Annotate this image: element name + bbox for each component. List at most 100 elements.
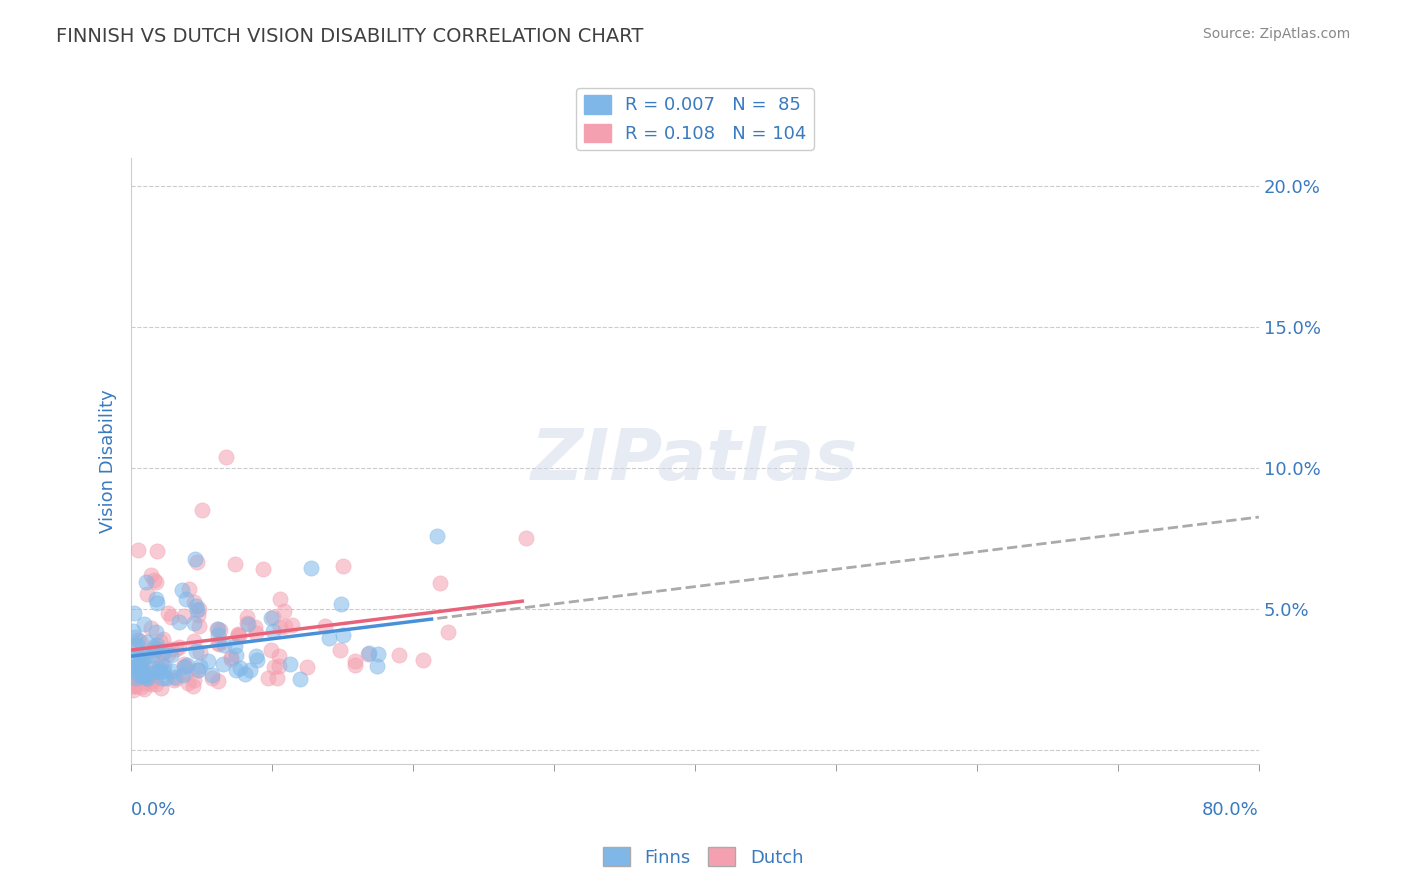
Legend: R = 0.007   N =  85, R = 0.108   N = 104: R = 0.007 N = 85, R = 0.108 N = 104 [576,88,814,150]
Point [515,532,537,546]
Point [269,620,291,634]
Point [260,611,283,625]
Point [256,671,278,685]
Text: FINNISH VS DUTCH VISION DISABILITY CORRELATION CHART: FINNISH VS DUTCH VISION DISABILITY CORRE… [56,27,644,45]
Point [165,642,187,657]
Point [245,619,267,633]
Point [221,652,243,666]
Point [127,663,149,677]
Point [124,675,146,690]
Point [125,639,148,653]
Point [152,647,174,661]
Point [262,609,284,624]
Point [239,663,262,677]
Point [184,644,207,658]
Point [124,639,146,653]
Point [314,618,336,632]
Point [207,623,229,637]
Point [148,661,170,675]
Point [173,657,195,671]
Point [187,663,209,677]
Point [429,575,451,590]
Point [145,677,167,691]
Point [136,666,159,681]
Point [357,646,380,660]
Point [332,628,354,642]
Point [299,561,322,575]
Point [214,450,236,464]
Point [188,602,211,616]
Point [290,672,312,686]
Point [252,561,274,575]
Point [135,670,157,684]
Point [266,671,288,685]
Point [125,665,148,680]
Point [139,567,162,582]
Point [152,664,174,678]
Point [228,661,250,675]
Point [124,630,146,644]
Point [160,664,183,678]
Point [143,644,166,658]
Point [281,617,304,632]
Point [184,599,207,613]
Point [201,668,224,682]
Point [388,648,411,662]
Point [245,648,267,663]
Point [128,659,150,673]
Point [426,529,449,543]
Point [176,658,198,673]
Point [149,681,172,695]
Text: Source: ZipAtlas.com: Source: ZipAtlas.com [1202,27,1350,41]
Point [201,672,224,686]
Point [228,629,250,643]
Point [146,642,169,657]
Point [145,574,167,589]
Point [124,660,146,674]
Point [136,672,159,686]
Point [135,649,157,664]
Point [172,668,194,682]
Point [236,616,259,631]
Point [132,650,155,665]
Point [169,615,191,629]
Point [132,668,155,682]
Point [146,544,169,558]
Point [134,617,156,632]
Point [127,632,149,647]
Point [184,551,207,566]
Point [128,655,150,669]
Point [134,668,156,682]
Point [260,642,283,657]
Point [160,648,183,663]
Point [343,654,366,668]
Legend: Finns, Dutch: Finns, Dutch [595,840,811,874]
Point [145,591,167,606]
Point [135,575,157,590]
Point [149,634,172,648]
Point [146,638,169,652]
Point [150,657,173,671]
Point [177,582,200,597]
Point [143,661,166,675]
Point [212,657,235,671]
Point [134,681,156,696]
Point [129,656,152,670]
Point [318,632,340,646]
Point [139,677,162,691]
Point [142,640,165,655]
Point [142,665,165,680]
Point [141,648,163,662]
Point [124,679,146,693]
Point [121,649,143,664]
Point [173,608,195,623]
Point [150,646,173,660]
Point [124,662,146,676]
Point [225,648,247,662]
Point [122,679,145,693]
Point [146,664,169,678]
Point [235,610,257,624]
Point [148,665,170,680]
Point [173,659,195,673]
Point [165,672,187,686]
